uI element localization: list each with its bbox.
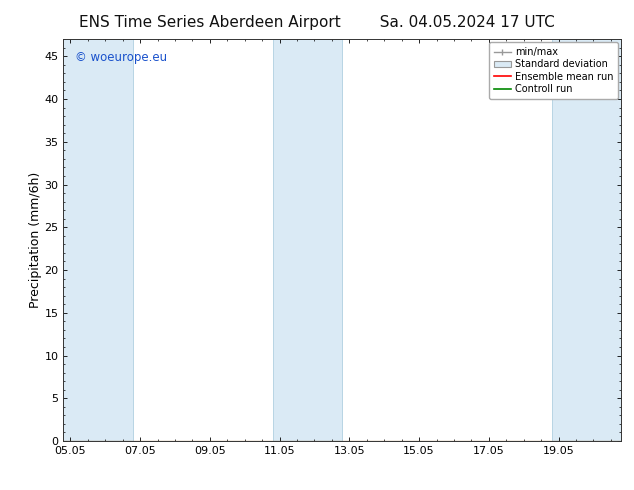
Bar <box>552 39 621 441</box>
Bar <box>63 39 133 441</box>
Bar <box>273 39 342 441</box>
Text: © woeurope.eu: © woeurope.eu <box>75 51 167 64</box>
Legend: min/max, Standard deviation, Ensemble mean run, Controll run: min/max, Standard deviation, Ensemble me… <box>489 42 618 99</box>
Y-axis label: Precipitation (mm/6h): Precipitation (mm/6h) <box>29 172 42 308</box>
Text: ENS Time Series Aberdeen Airport        Sa. 04.05.2024 17 UTC: ENS Time Series Aberdeen Airport Sa. 04.… <box>79 15 555 30</box>
